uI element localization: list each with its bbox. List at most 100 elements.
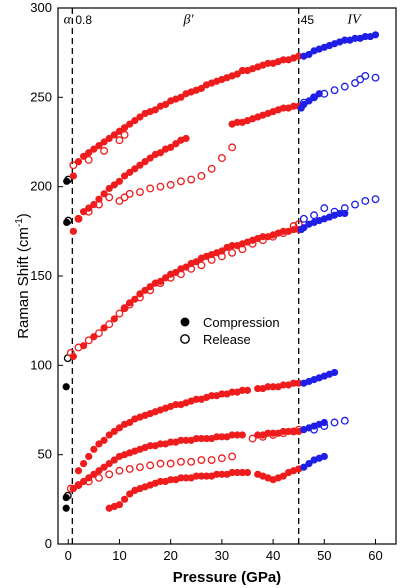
point-beta-compression [85, 452, 93, 461]
y-tick-label: 150 [30, 268, 52, 283]
point-beta-compression [228, 431, 236, 439]
point-beta-compression [105, 431, 113, 439]
point-beta-compression [243, 468, 252, 477]
point-iv-release [340, 82, 349, 91]
point-beta-release [166, 273, 175, 282]
point-beta-compression [279, 381, 287, 389]
point-beta-release [125, 465, 134, 473]
x-tick-label: 40 [266, 548, 280, 563]
point-alpha-compression [62, 383, 70, 391]
point-beta-compression [289, 379, 298, 387]
point-beta-release [115, 197, 124, 205]
point-beta-release [146, 461, 155, 470]
point-beta-compression [90, 145, 98, 153]
point-iv-release [310, 425, 319, 434]
point-beta-compression [218, 470, 226, 478]
point-beta-release [269, 431, 278, 439]
point-beta-release [156, 459, 165, 468]
y-tick-label: 250 [30, 89, 52, 104]
point-beta-release [115, 309, 124, 318]
point-iv-compression [305, 50, 313, 59]
point-beta-compression [233, 118, 241, 126]
point-iv-release [351, 200, 359, 209]
point-beta-release [135, 293, 144, 302]
y-axis-title-close: ) [15, 213, 32, 218]
point-beta-compression [172, 140, 180, 148]
point-beta-release [228, 248, 237, 257]
point-beta-release [289, 427, 298, 436]
point-beta-compression [264, 383, 272, 391]
point-beta-compression [197, 472, 205, 480]
point-iv-release [320, 422, 329, 431]
point-beta-release [84, 155, 93, 164]
point-iv-release [320, 89, 329, 98]
point-beta-release [289, 222, 298, 230]
point-alpha-compression [62, 504, 70, 512]
point-beta-release [207, 255, 216, 264]
point-beta-release [84, 477, 93, 486]
point-alpha-compression [62, 493, 70, 502]
legend-marker-release [180, 334, 190, 344]
legend: Compression Release [180, 315, 280, 347]
y-tick-label: 200 [30, 179, 52, 194]
point-beta-release [197, 171, 206, 180]
x-tick-label: 60 [368, 548, 382, 563]
point-beta-compression [74, 481, 83, 489]
point-beta-release [258, 432, 267, 441]
point-beta-compression [126, 299, 134, 307]
point-beta-compression [233, 70, 241, 78]
point-beta-compression [238, 66, 246, 75]
point-beta-release [146, 286, 155, 295]
point-beta-release [84, 207, 93, 216]
point-beta-compression [238, 431, 246, 439]
point-iv-release [371, 195, 380, 204]
point-beta-release [115, 136, 124, 145]
point-beta-compression [218, 390, 226, 398]
point-beta-release [156, 182, 165, 191]
y-axis-title-sup: -1 [14, 218, 25, 227]
point-beta-release [115, 466, 124, 475]
point-beta-compression [115, 501, 124, 509]
y-axis-title: Raman Shift (cm-1) [14, 213, 32, 339]
point-beta-compression [167, 143, 175, 151]
point-beta-release [120, 193, 129, 202]
phase-label-beta: β′ [182, 13, 194, 28]
point-alpha-compression [63, 177, 71, 185]
point-beta-compression [95, 141, 103, 150]
point-beta-release [146, 184, 155, 193]
point-iv-release [330, 86, 339, 95]
point-iv-compression [320, 452, 328, 461]
point-beta-compression [213, 470, 221, 478]
point-beta-compression [192, 395, 200, 403]
x-tick-label: 50 [317, 548, 331, 563]
point-beta-compression [120, 495, 129, 503]
point-iv-release [371, 73, 380, 82]
point-beta-release [105, 470, 114, 479]
point-beta-release [176, 270, 185, 279]
point-beta-compression [126, 168, 134, 176]
point-beta-compression [192, 434, 200, 443]
data-points [62, 31, 380, 512]
boundary-label-45: 45 [301, 13, 315, 27]
point-beta-compression [192, 472, 200, 480]
point-beta-compression [177, 436, 185, 444]
point-iv-compression [351, 34, 359, 42]
point-beta-compression [197, 84, 205, 92]
point-beta-compression [238, 468, 246, 477]
x-axis-title: Pressure (GPa) [173, 569, 281, 586]
point-beta-release [135, 188, 144, 196]
point-beta-compression [100, 436, 108, 444]
point-beta-compression [69, 352, 77, 360]
point-iv-compression [330, 368, 339, 377]
point-iv-release [310, 211, 319, 220]
point-iv-compression [371, 31, 380, 39]
point-iv-compression [361, 32, 369, 41]
point-iv-release [340, 416, 349, 425]
point-beta-release [279, 429, 288, 438]
point-beta-release [187, 457, 196, 466]
point-beta-compression [295, 379, 303, 387]
point-beta-release [95, 473, 103, 482]
point-beta-release [207, 456, 216, 464]
point-beta-compression [177, 93, 185, 101]
point-beta-release [74, 481, 83, 489]
